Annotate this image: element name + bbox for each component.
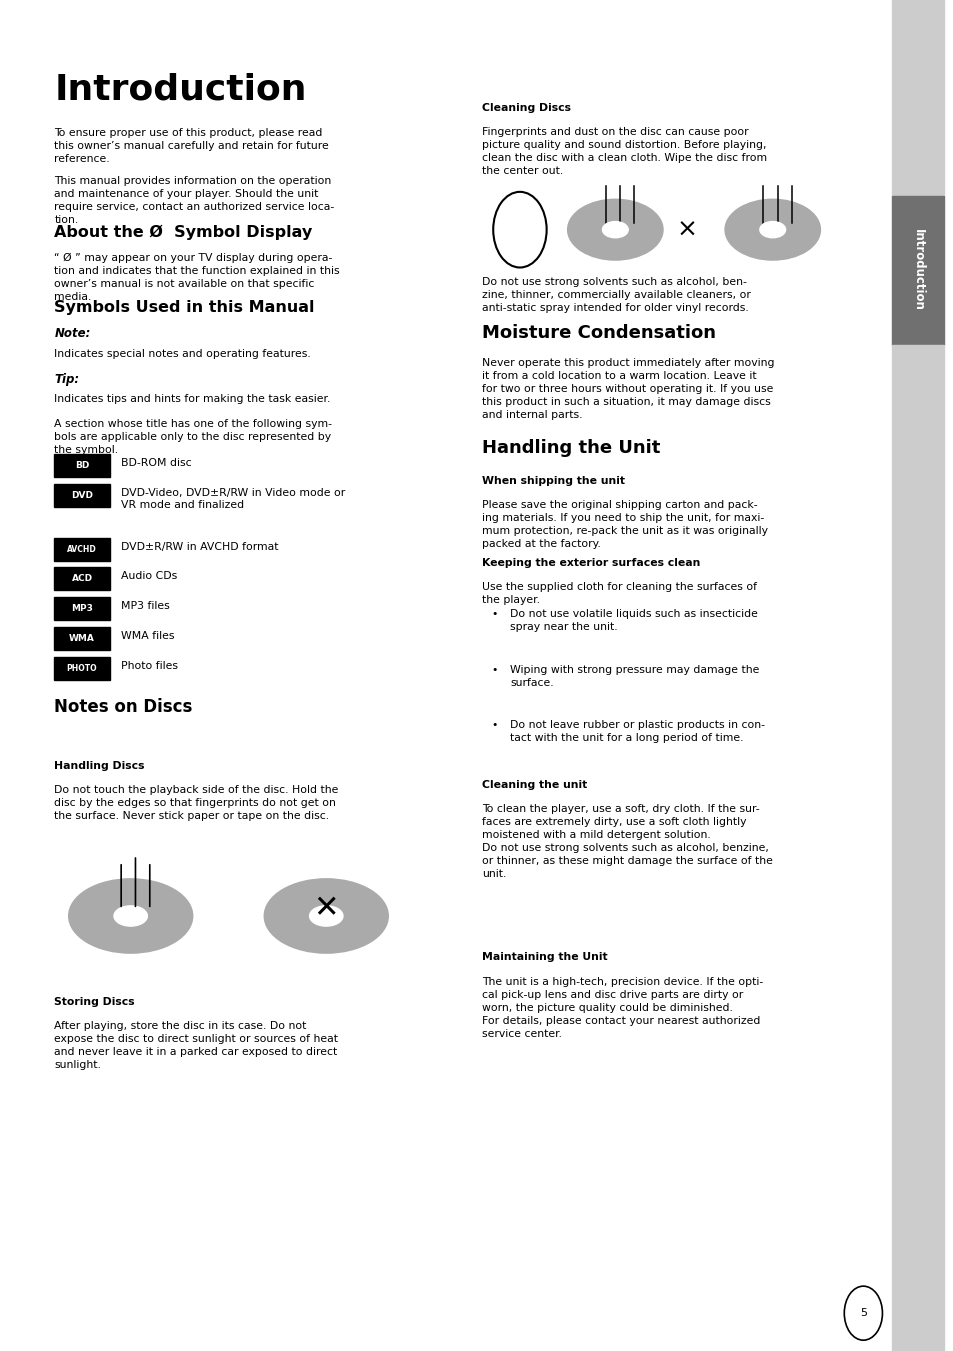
- Text: Do not use volatile liquids such as insecticide
spray near the unit.: Do not use volatile liquids such as inse…: [510, 609, 758, 632]
- Text: Never operate this product immediately after moving
it from a cold location to a: Never operate this product immediately a…: [481, 358, 774, 420]
- Bar: [891, 196, 943, 345]
- Text: ACD: ACD: [71, 574, 92, 584]
- Ellipse shape: [724, 200, 820, 261]
- Text: BD-ROM disc: BD-ROM disc: [121, 458, 192, 467]
- Text: •: •: [491, 720, 497, 730]
- Text: Audio CDs: Audio CDs: [121, 571, 177, 581]
- Text: Note:: Note:: [54, 327, 91, 340]
- Bar: [891, 0, 943, 196]
- Text: Handling Discs: Handling Discs: [54, 761, 145, 770]
- Bar: [891, 345, 943, 1351]
- Text: A section whose title has one of the following sym-
bols are applicable only to : A section whose title has one of the fol…: [54, 419, 332, 455]
- Text: AVCHD: AVCHD: [67, 544, 97, 554]
- Text: Maintaining the Unit: Maintaining the Unit: [481, 952, 607, 962]
- Text: Please save the original shipping carton and pack-
ing materials. If you need to: Please save the original shipping carton…: [481, 500, 767, 549]
- Bar: [54, 597, 110, 620]
- Text: Introduction: Introduction: [54, 73, 307, 107]
- Text: WMA files: WMA files: [121, 631, 174, 640]
- Text: DVD-Video, DVD±R/RW in Video mode or
VR mode and finalized: DVD-Video, DVD±R/RW in Video mode or VR …: [121, 488, 345, 511]
- Text: Introduction: Introduction: [911, 230, 923, 311]
- Text: BD: BD: [74, 461, 90, 470]
- Text: When shipping the unit: When shipping the unit: [481, 476, 624, 485]
- Text: MP3 files: MP3 files: [121, 601, 170, 611]
- Text: Indicates special notes and operating features.: Indicates special notes and operating fe…: [54, 349, 311, 358]
- Text: Keeping the exterior surfaces clean: Keeping the exterior surfaces clean: [481, 558, 700, 567]
- Text: Tip:: Tip:: [54, 373, 79, 386]
- Text: Handling the Unit: Handling the Unit: [481, 439, 659, 457]
- Text: Fingerprints and dust on the disc can cause poor
picture quality and sound disto: Fingerprints and dust on the disc can ca…: [481, 127, 766, 176]
- Text: PHOTO: PHOTO: [67, 663, 97, 673]
- Ellipse shape: [69, 880, 193, 954]
- Text: 5: 5: [859, 1308, 866, 1319]
- Text: ✕: ✕: [314, 894, 338, 924]
- Bar: [54, 657, 110, 680]
- Text: Indicates tips and hints for making the task easier.: Indicates tips and hints for making the …: [54, 394, 331, 404]
- Text: Notes on Discs: Notes on Discs: [54, 698, 193, 716]
- Ellipse shape: [114, 907, 148, 927]
- Bar: [54, 454, 110, 477]
- Bar: [54, 627, 110, 650]
- Text: Do not use strong solvents such as alcohol, ben-
zine, thinner, commercially ava: Do not use strong solvents such as alcoh…: [481, 277, 750, 313]
- Text: To ensure proper use of this product, please read
this owner’s manual carefully : To ensure proper use of this product, pl…: [54, 128, 329, 165]
- Text: Cleaning the unit: Cleaning the unit: [481, 780, 586, 789]
- Text: Moisture Condensation: Moisture Condensation: [481, 324, 715, 342]
- Bar: [54, 484, 110, 507]
- Bar: [54, 567, 110, 590]
- Circle shape: [843, 1286, 882, 1340]
- Text: To clean the player, use a soft, dry cloth. If the sur-
faces are extremely dirt: To clean the player, use a soft, dry clo…: [481, 804, 772, 880]
- Bar: [54, 538, 110, 561]
- Ellipse shape: [309, 907, 342, 927]
- Text: Photo files: Photo files: [121, 661, 178, 670]
- Text: Cleaning Discs: Cleaning Discs: [481, 103, 570, 112]
- Text: Symbols Used in this Manual: Symbols Used in this Manual: [54, 300, 314, 315]
- Text: ×: ×: [676, 218, 697, 242]
- Text: •: •: [491, 665, 497, 674]
- Text: DVD±R/RW in AVCHD format: DVD±R/RW in AVCHD format: [121, 542, 278, 551]
- Text: MP3: MP3: [71, 604, 92, 613]
- Text: Wiping with strong pressure may damage the
surface.: Wiping with strong pressure may damage t…: [510, 665, 759, 688]
- Text: Storing Discs: Storing Discs: [54, 997, 135, 1006]
- Text: Use the supplied cloth for cleaning the surfaces of
the player.: Use the supplied cloth for cleaning the …: [481, 582, 756, 605]
- Text: About the Ø  Symbol Display: About the Ø Symbol Display: [54, 224, 313, 239]
- Text: DVD: DVD: [71, 490, 93, 500]
- Text: “ Ø ” may appear on your TV display during opera-
tion and indicates that the fu: “ Ø ” may appear on your TV display duri…: [54, 253, 339, 303]
- Text: Do not touch the playback side of the disc. Hold the
disc by the edges so that f: Do not touch the playback side of the di…: [54, 785, 338, 821]
- Text: The unit is a high-tech, precision device. If the opti-
cal pick-up lens and dis: The unit is a high-tech, precision devic…: [481, 977, 762, 1039]
- Ellipse shape: [759, 222, 785, 238]
- Text: This manual provides information on the operation
and maintenance of your player: This manual provides information on the …: [54, 176, 335, 224]
- Text: After playing, store the disc in its case. Do not
expose the disc to direct sunl: After playing, store the disc in its cas…: [54, 1021, 338, 1070]
- Text: Do not leave rubber or plastic products in con-
tact with the unit for a long pe: Do not leave rubber or plastic products …: [510, 720, 764, 743]
- Text: WMA: WMA: [69, 634, 95, 643]
- Ellipse shape: [264, 880, 388, 954]
- Ellipse shape: [602, 222, 627, 238]
- Text: •: •: [491, 609, 497, 619]
- Ellipse shape: [567, 200, 662, 261]
